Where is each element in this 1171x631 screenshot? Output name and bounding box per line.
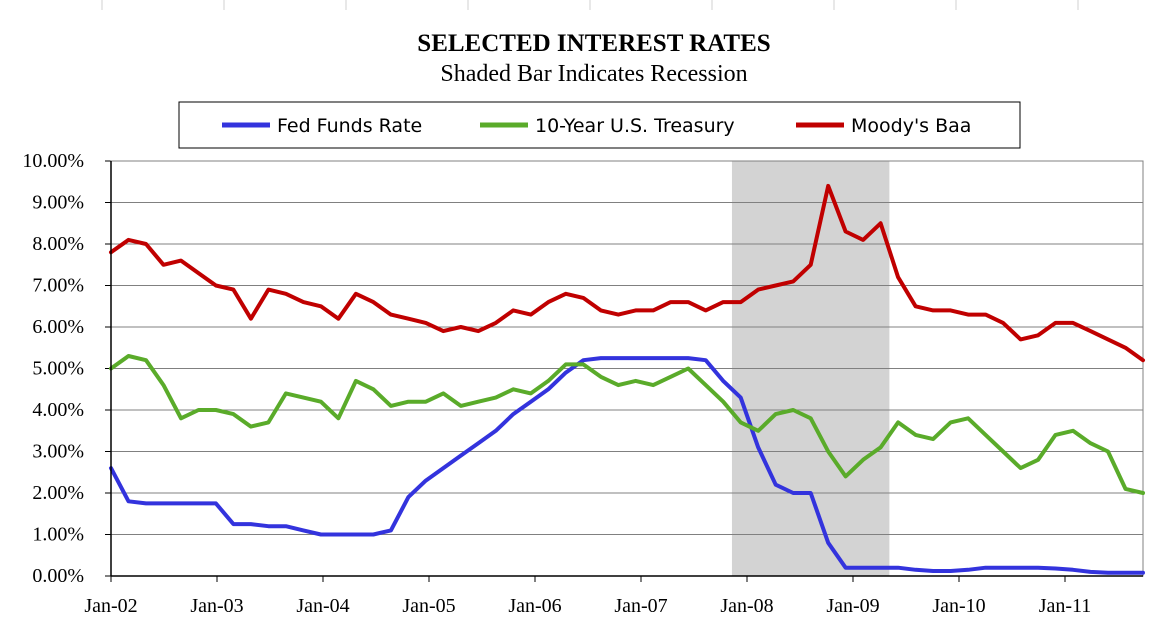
y-tick-label: 9.00% — [32, 192, 84, 214]
y-tick-label: 1.00% — [32, 524, 84, 546]
y-tick-label: 4.00% — [32, 399, 84, 421]
y-tick-label: 8.00% — [32, 233, 84, 255]
legend-label-baa: Moody's Baa — [851, 115, 971, 137]
x-tick-label: Jan-06 — [508, 595, 561, 617]
x-tick-label: Jan-02 — [84, 595, 137, 617]
y-tick-label: 2.00% — [32, 482, 84, 504]
y-tick-label: 5.00% — [32, 358, 84, 380]
x-tick-label: Jan-04 — [296, 595, 349, 617]
chart-title: SELECTED INTEREST RATES — [417, 30, 770, 57]
series-line-treasury — [109, 354, 1145, 495]
series-line-baa — [109, 183, 1145, 363]
x-tick-label: Jan-10 — [932, 595, 985, 617]
y-tick-label: 0.00% — [32, 565, 84, 587]
x-tick-label: Jan-09 — [826, 595, 879, 617]
x-tick-label: Jan-11 — [1039, 595, 1092, 617]
legend-label-treasury: 10-Year U.S. Treasury — [535, 115, 735, 137]
y-tick-label: 6.00% — [32, 316, 84, 338]
legend-box — [178, 101, 1021, 149]
y-tick-label: 7.00% — [32, 275, 84, 297]
y-tick-label: 3.00% — [32, 441, 84, 463]
legend-label-fed-funds: Fed Funds Rate — [277, 115, 422, 137]
series-line-fed-funds — [109, 356, 1145, 575]
plot-area: 0.00% 1.00% 2.00% 3.00% 4.00% 5.00% 6.00% 7.00%… — [22, 0, 1145, 617]
chart-subtitle: Shaded Bar Indicates Recession — [440, 61, 747, 87]
x-tick-label: Jan-05 — [402, 595, 455, 617]
x-tick-label: Jan-07 — [614, 595, 667, 617]
x-tick-label: Jan-03 — [190, 595, 243, 617]
legend: Fed Funds Rate 10-Year U.S. Treasury Moo… — [178, 101, 1021, 149]
x-tick-label: Jan-08 — [720, 595, 773, 617]
y-tick-label: 10.00% — [22, 150, 84, 172]
